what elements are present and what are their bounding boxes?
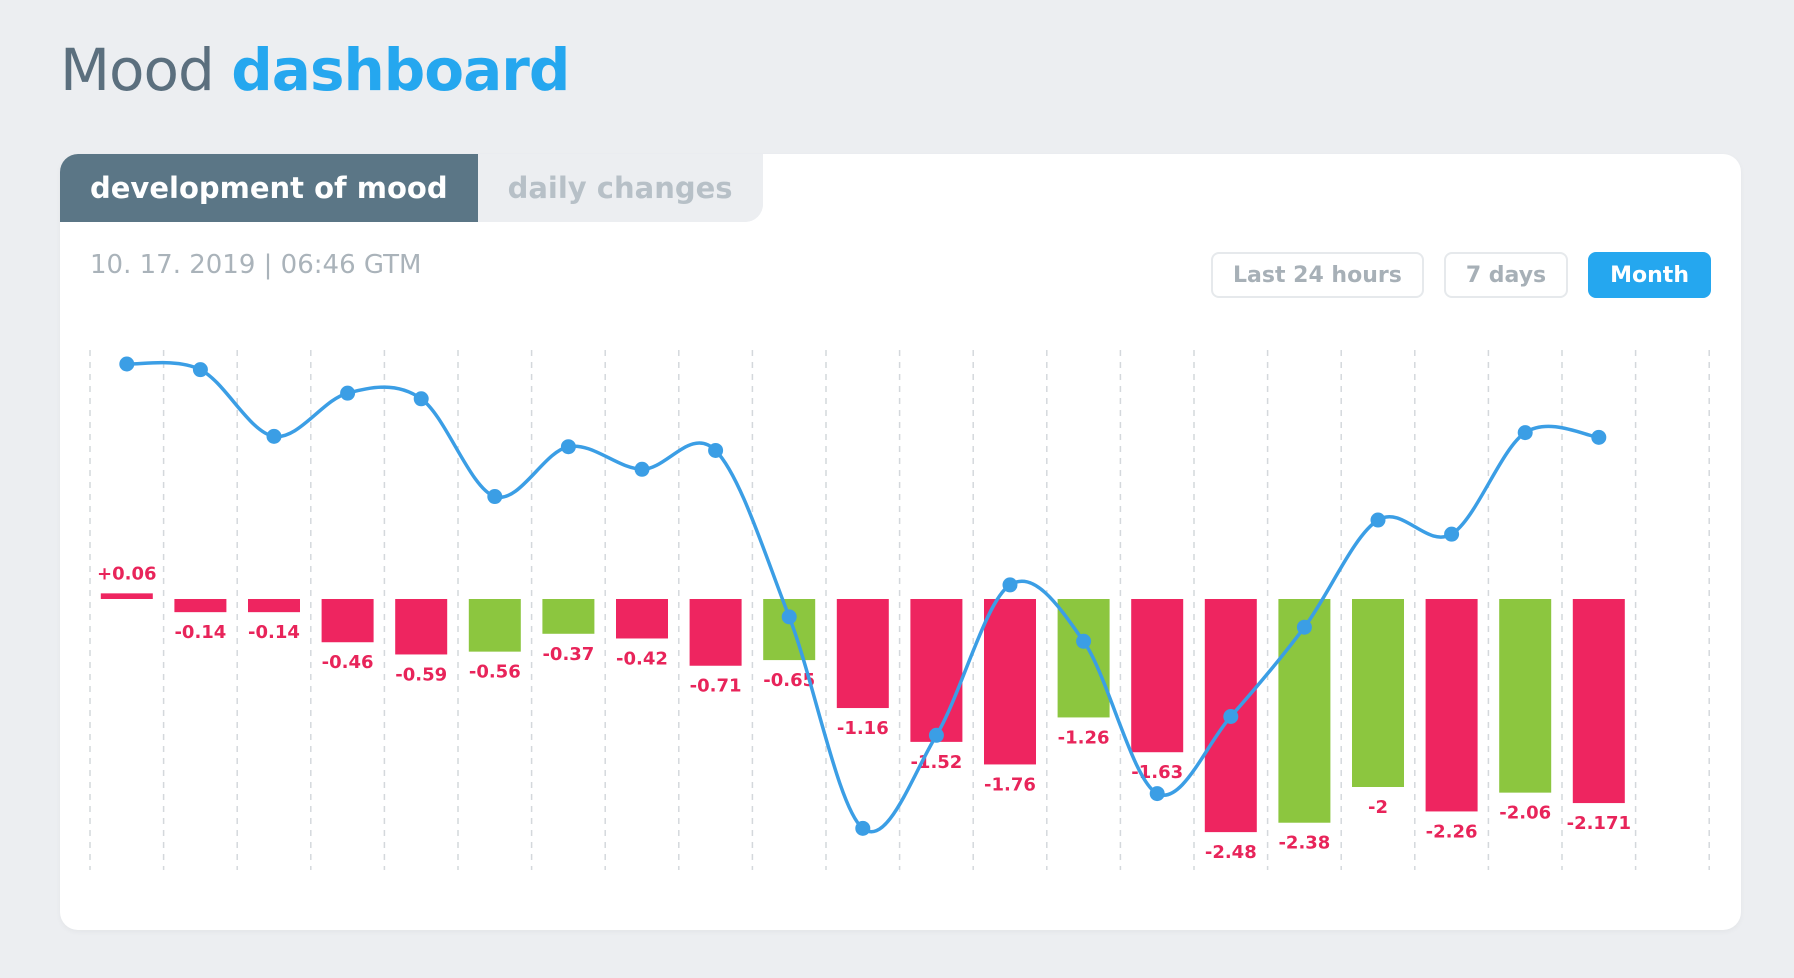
- chart-bar: [1425, 599, 1478, 812]
- chart-bar: [542, 599, 595, 634]
- chart-bar: [616, 599, 668, 639]
- mood-line-point: [928, 727, 944, 743]
- mood-line-point: [560, 439, 576, 455]
- bar-value-label: -2: [1368, 797, 1388, 818]
- page-title-light: Mood: [60, 36, 215, 104]
- chart-bar: [1572, 599, 1625, 804]
- chart-bar: [910, 599, 963, 742]
- chart-bar: [1499, 599, 1552, 793]
- bar-value-label: -0.46: [322, 652, 374, 673]
- mood-line-point: [1591, 429, 1607, 445]
- chart-bar: [1352, 599, 1404, 787]
- mood-line-point: [1296, 619, 1312, 635]
- page-title-bold: dashboard: [231, 36, 570, 104]
- chart-bar: [395, 599, 448, 655]
- bar-value-label: -2.48: [1205, 842, 1257, 863]
- mood-line-point: [1002, 577, 1018, 593]
- chart-bar: [100, 593, 153, 599]
- mood-line-point: [1370, 512, 1386, 528]
- bar-value-label: +0.06: [97, 563, 157, 584]
- mood-line-point: [1444, 526, 1460, 542]
- bar-value-label: -2.38: [1278, 833, 1330, 854]
- mood-line-point: [708, 442, 724, 458]
- month-button[interactable]: Month: [1588, 252, 1711, 298]
- tab-bar: development of mood daily changes: [60, 154, 763, 222]
- mood-line-point: [855, 820, 871, 836]
- mood-line-point: [487, 489, 503, 505]
- last-24-hours-button[interactable]: Last 24 hours: [1211, 252, 1424, 298]
- mood-chart: +0.06 -0.14 -0.14 -0.46 -0.59 -0.56 -0.37 -0.42…: [89, 350, 1710, 870]
- bar-value-label: -0.14: [248, 622, 300, 643]
- mood-line-point: [119, 356, 135, 372]
- bar-value-label: -1.76: [984, 774, 1036, 795]
- chart-bar: [836, 599, 889, 709]
- mood-line-point: [1149, 786, 1165, 802]
- mood-line-point: [781, 609, 797, 625]
- chart-bar: [689, 599, 742, 666]
- chart-bar: [1131, 599, 1184, 753]
- mood-line-point: [192, 362, 208, 378]
- page-title: Mood dashboard: [60, 34, 570, 106]
- mood-line-point: [266, 428, 282, 444]
- tab-development-of-mood[interactable]: development of mood: [60, 154, 478, 222]
- tab-daily-changes[interactable]: daily changes: [477, 154, 763, 222]
- chart-bar: [248, 599, 300, 613]
- timestamp: 10. 17. 2019 | 06:46 GTM: [90, 250, 422, 280]
- bar-value-label: -2.171: [1567, 813, 1631, 834]
- chart-bar: [321, 599, 374, 643]
- mood-line-point: [634, 461, 650, 477]
- bar-value-label: -0.56: [469, 662, 521, 683]
- bar-value-label: -2.26: [1426, 821, 1478, 842]
- mood-line-point: [1076, 633, 1092, 649]
- range-button-group: Last 24 hours 7 days Month: [1211, 252, 1711, 298]
- chart-bar: [174, 599, 227, 613]
- bar-value-label: -0.42: [616, 648, 668, 669]
- 7-days-button[interactable]: 7 days: [1443, 252, 1569, 298]
- mood-line-point: [1223, 709, 1239, 724]
- bar-value-label: -0.59: [395, 664, 447, 685]
- bar-value-label: -1.26: [1058, 727, 1110, 748]
- bar-value-label: -0.71: [690, 676, 742, 697]
- bar-value-label: -0.37: [542, 644, 594, 665]
- bar-value-label: -1.16: [837, 718, 889, 739]
- bar-value-label: -0.14: [174, 622, 226, 643]
- chart-bar: [1278, 599, 1331, 823]
- bar-value-label: -2.06: [1499, 803, 1551, 824]
- chart-bar: [984, 599, 1036, 765]
- chart-bar: [763, 599, 816, 661]
- mood-line-point: [340, 385, 356, 401]
- chart-bar: [468, 599, 521, 652]
- mood-line-point: [1517, 425, 1533, 441]
- bar-value-label: -0.65: [763, 670, 815, 691]
- chart-card: development of mood daily changes 10. 17…: [60, 154, 1741, 930]
- mood-line-point: [413, 391, 429, 407]
